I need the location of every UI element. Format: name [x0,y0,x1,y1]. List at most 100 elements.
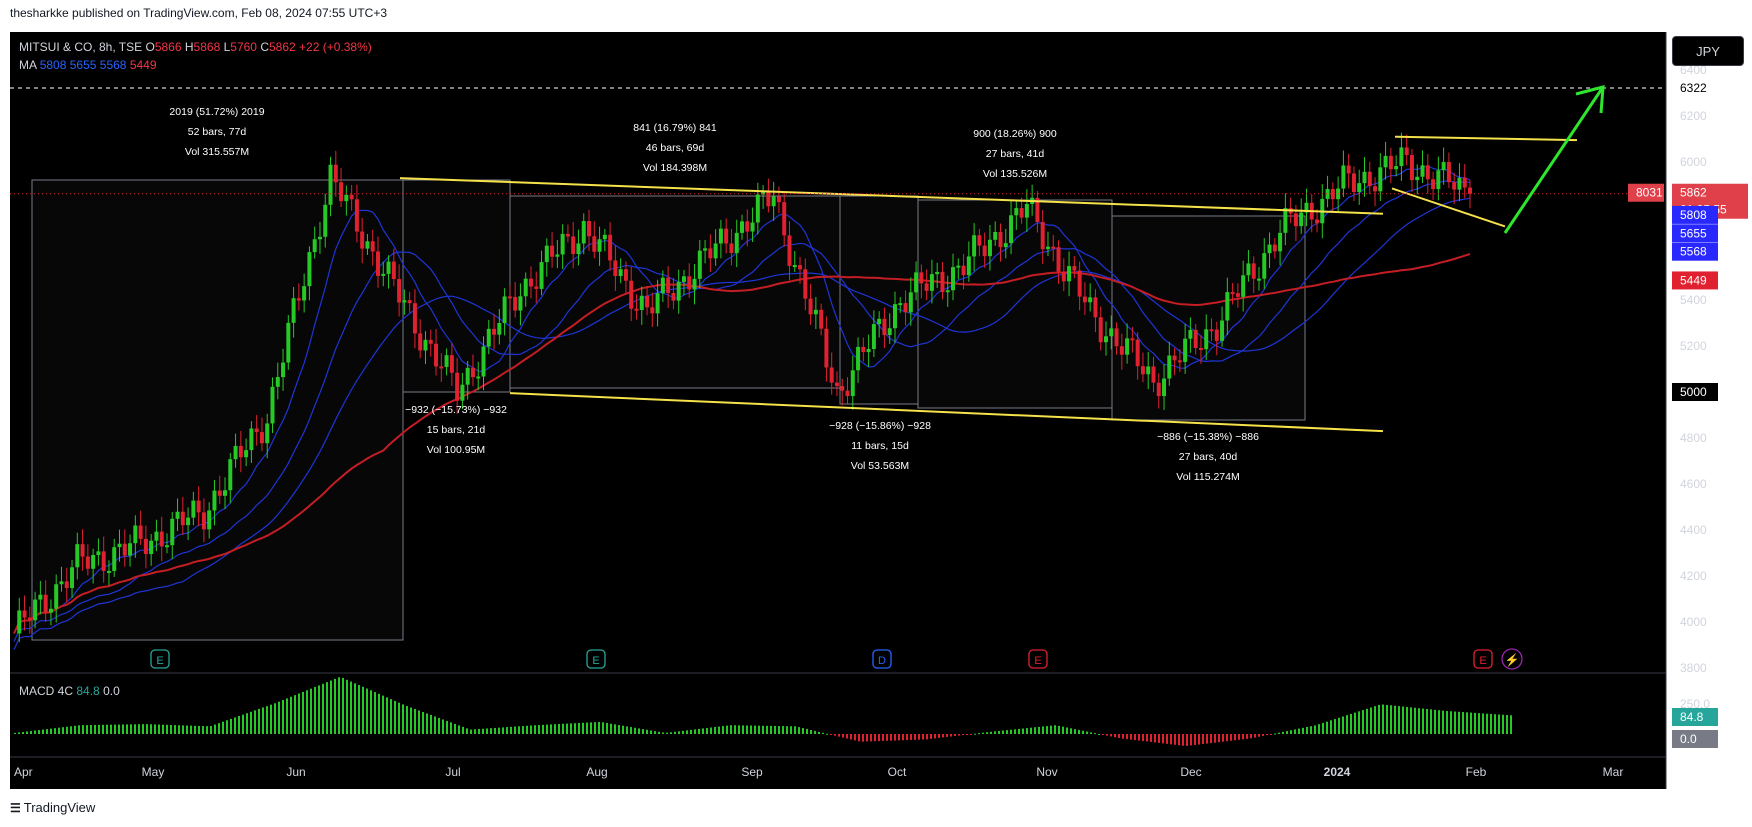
candle-down [650,307,655,314]
macd-bar-up [1418,708,1420,734]
price-tick: 5400 [1680,293,1707,307]
macd-bar-up [210,725,212,734]
macd-bar-up [638,728,640,734]
macd-bar-up [530,725,532,734]
candle-up [481,346,486,377]
candle-down [1061,271,1066,282]
macd-bar-up [74,725,76,734]
macd-bar-down [1218,734,1220,743]
candle-up [1162,378,1167,397]
macd-bar-up [1358,711,1360,734]
macd-bar-up [714,727,716,734]
price-tag-bg [1672,224,1718,243]
macd-bar-up [814,730,816,734]
macd-bar-up [222,721,224,734]
macd-bar-up [18,732,20,734]
candle-up [164,545,169,548]
measure-box [402,179,511,393]
macd-bar-up [130,724,132,734]
candle-down [924,283,929,291]
macd-bar-up [686,730,688,734]
macd-bar-up [642,729,644,734]
macd-bar-up [578,722,580,734]
macd-bar-up [746,725,748,734]
candle-up [993,231,998,240]
macd-bar-down [1246,734,1248,739]
macd-bar-up [502,727,504,734]
measure-label: 11 bars, 15d [851,440,909,452]
macd-bar-up [22,731,24,734]
macd-bar-up [1282,731,1284,734]
candle-up [106,570,111,573]
macd-bar-up [1434,709,1436,734]
currency-button[interactable]: JPY [1672,36,1744,66]
measure-label: 841 (16.79%) 841 [633,122,717,134]
candle-up [1357,183,1362,193]
candle-up [602,234,607,240]
macd-bar-up [646,729,648,734]
candle-down [1198,347,1203,350]
candle-down [492,328,497,335]
price-tick: 6000 [1680,155,1707,169]
event-marker-icon [586,649,606,669]
macd-bar-up [710,727,712,734]
legend-ma-label[interactable]: MA [19,58,37,72]
macd-bar-up [822,732,824,734]
candle-down [1019,208,1024,218]
macd-bar-up [514,726,516,734]
legend-symbol[interactable]: MITSUI & CO, 8h, TSE [19,40,143,54]
measure-label: −886 (−15.38%) −886 [1157,431,1259,443]
candle-down [513,296,518,311]
macd-bar-up [1298,728,1300,734]
macd-bar-up [1426,708,1428,734]
macd-bar-up [234,717,236,734]
candle-down [592,236,597,252]
legend-macd-label[interactable]: MACD 4C [19,684,74,698]
macd-bar-up [122,724,124,734]
macd-bar-up [1278,732,1280,734]
macd-bar-down [1214,734,1216,743]
macd-bar-up [538,725,540,734]
macd-bar-down [858,734,860,742]
macd-bar-up [106,724,108,734]
time-tick: Mar [1603,765,1624,779]
measure-boxes [31,179,1306,641]
candle-down [977,235,982,246]
macd-histogram [14,677,1512,746]
macd-bar-up [378,693,380,734]
candle-down [1082,296,1087,303]
measure-label: −928 (−15.86%) −928 [829,420,931,432]
macd-bar-up [606,723,608,734]
macd-bar-up [182,725,184,734]
legend-l-label: L [223,40,231,54]
candle-up [54,584,59,609]
macd-bar-up [38,730,40,734]
tradingview-logo-icon[interactable]: ☰ [10,800,21,815]
candle-down [1367,171,1372,187]
candle-up [866,348,871,353]
macd-bar-up [346,679,348,734]
macd-bar-down [902,734,904,741]
candle-down [829,367,834,383]
macd-bar-up [166,724,168,734]
macd-bar-up [174,725,176,734]
measure-label: Vol 135.526M [983,168,1047,180]
macd-bar-down [954,734,956,737]
macd-bar-up [142,724,144,734]
candle-down [776,196,781,203]
candle-down [666,277,671,293]
candle-up [228,459,233,491]
macd-bar-up [1410,707,1412,734]
macd-bar-up [798,727,800,734]
macd-bar-up [1342,716,1344,734]
candle-down [787,235,792,266]
legend-ma-1: 5808 [39,58,67,72]
candle-down [1214,329,1219,341]
macd-bar-up [178,725,180,734]
candle-up [1220,320,1225,341]
footer-brand[interactable]: TradingView [23,800,96,815]
macd-bar-up [982,732,984,734]
price-tick: 6400 [1680,63,1707,77]
macd-bar-up [158,724,160,734]
